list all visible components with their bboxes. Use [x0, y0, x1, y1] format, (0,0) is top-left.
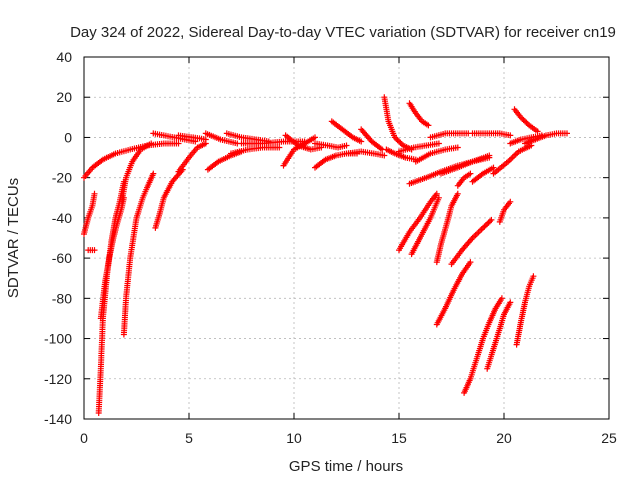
- series-arc-08: [152, 166, 186, 231]
- series-arc-43: [448, 216, 495, 268]
- series-arc-34: [511, 106, 541, 135]
- y-tick-label: 0: [64, 129, 72, 145]
- series-arc-37: [490, 142, 535, 177]
- y-tick-label: 20: [56, 89, 72, 105]
- data-point: [312, 134, 318, 141]
- series-arc-12: [202, 130, 241, 147]
- data-point: [507, 299, 514, 306]
- axis-ticks: 0 5 10 15 20 25 40 20 0 -20 -40 -60 -80 -100 -120 -140: [44, 49, 617, 446]
- series-arc-39: [396, 190, 440, 254]
- data-point: [486, 154, 493, 161]
- data-point: [425, 122, 432, 129]
- series-arc-06: [120, 170, 157, 338]
- data-point: [490, 164, 497, 171]
- data-point: [381, 152, 388, 159]
- data-point: [454, 190, 461, 197]
- y-tick-label: -20: [52, 170, 72, 186]
- grid-lines: [84, 57, 609, 419]
- series-arc-10: [175, 140, 209, 175]
- data-point: [150, 170, 157, 177]
- y-tick-label: -80: [52, 290, 72, 306]
- series-arc-27: [396, 140, 442, 155]
- data-point: [454, 144, 461, 151]
- series-arc-47: [513, 273, 537, 348]
- series-arc-05: [97, 194, 127, 322]
- series-arc-02: [81, 190, 98, 237]
- series-arc-22: [358, 126, 386, 153]
- series-arc-41: [433, 190, 461, 266]
- x-tick-label: 0: [80, 430, 88, 446]
- series-arc-38: [496, 198, 514, 225]
- data-point: [488, 216, 495, 223]
- chart-title: Day 324 of 2022, Sidereal Day-to-day VTE…: [70, 24, 616, 41]
- data-point: [358, 138, 365, 145]
- x-tick-label: 5: [185, 430, 193, 446]
- data-point: [523, 119, 530, 126]
- data-point: [148, 140, 155, 147]
- y-tick-label: -120: [44, 371, 72, 387]
- series-arc-24: [381, 94, 415, 153]
- series-arc-15: [228, 144, 283, 157]
- series-arc-44: [454, 170, 474, 189]
- data-point: [507, 198, 514, 205]
- data-point: [564, 130, 570, 137]
- series-arc-19: [312, 140, 350, 151]
- series-arc-33: [469, 164, 497, 185]
- series-arc-46: [484, 299, 514, 372]
- y-tick-label: -40: [52, 210, 72, 226]
- data-point: [530, 273, 537, 280]
- data-point: [528, 142, 535, 149]
- series-arc-28: [412, 144, 461, 165]
- data-point: [202, 136, 209, 143]
- series-arc-29: [427, 130, 472, 141]
- x-tick-label: 15: [391, 430, 407, 446]
- series-arc-23: [343, 148, 388, 159]
- series-arc-32: [438, 154, 493, 177]
- y-tick-label: 40: [56, 49, 72, 65]
- series-arc-26: [406, 100, 432, 129]
- y-tick-label: -60: [52, 250, 72, 266]
- data-point: [519, 115, 526, 122]
- series-arc-30: [469, 130, 514, 139]
- data-point: [435, 194, 442, 201]
- data-point: [435, 140, 442, 147]
- series-arc-40: [408, 194, 442, 258]
- data-point: [343, 142, 350, 149]
- data-point: [467, 259, 474, 266]
- data-point: [91, 247, 98, 254]
- data-point: [276, 144, 283, 151]
- data-point: [433, 190, 440, 197]
- x-tick-label: 20: [496, 430, 512, 446]
- data-points: [81, 94, 570, 416]
- series-arc-36: [522, 130, 570, 147]
- data-point: [507, 132, 514, 139]
- series-arc-42: [433, 259, 474, 328]
- y-tick-label: -100: [44, 331, 72, 347]
- plot-area-frame: [83, 56, 610, 420]
- series-arc-21: [328, 118, 365, 145]
- y-tick-label: -140: [44, 411, 72, 427]
- x-axis-title: GPS time / hours: [289, 458, 403, 475]
- data-point: [467, 170, 474, 177]
- series-arc-03: [85, 247, 98, 254]
- series-arc-07: [118, 140, 155, 205]
- data-point: [498, 295, 505, 302]
- x-tick-label: 25: [601, 430, 617, 446]
- series-arc-18: [282, 132, 325, 153]
- y-axis-title: SDTVAR / TECUs: [5, 178, 22, 298]
- data-point: [175, 140, 182, 147]
- x-tick-label: 10: [286, 430, 302, 446]
- series-arc-45: [461, 295, 505, 396]
- data-point: [91, 190, 98, 197]
- series-arc-11: [175, 132, 209, 143]
